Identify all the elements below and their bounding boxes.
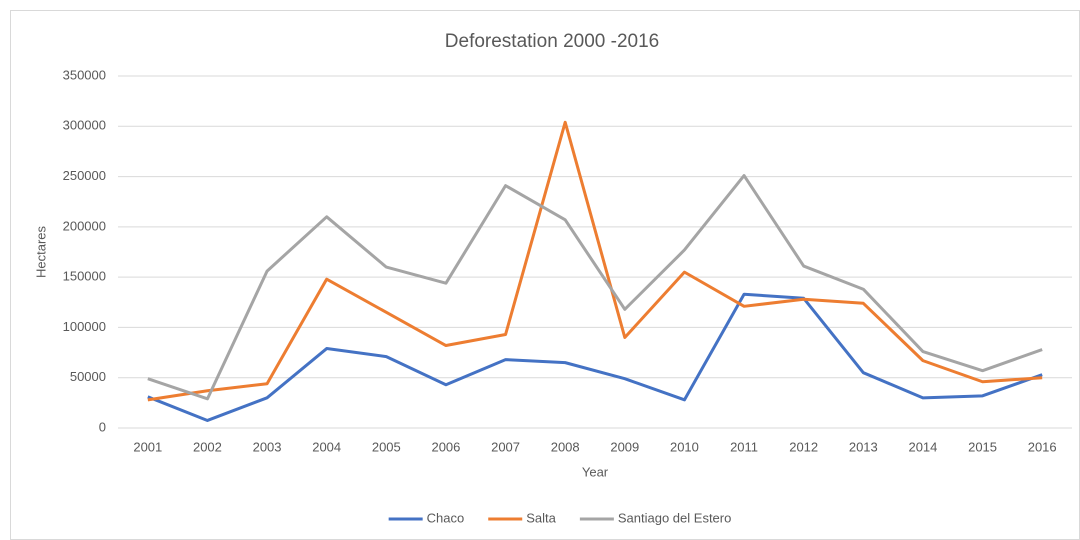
- x-tick-label: 2004: [312, 439, 341, 454]
- y-tick-label: 100000: [63, 319, 106, 334]
- x-tick-label: 2014: [908, 439, 937, 454]
- x-tick-label: 2005: [372, 439, 401, 454]
- y-tick-label: 0: [99, 419, 106, 434]
- y-tick-label: 300000: [63, 118, 106, 133]
- x-tick-label: 2010: [670, 439, 699, 454]
- y-tick-label: 150000: [63, 269, 106, 284]
- series-line: [147, 292, 1043, 422]
- series-line: [147, 120, 1043, 402]
- y-tick-label: 350000: [63, 67, 106, 82]
- y-tick-label: 200000: [63, 218, 106, 233]
- chart-frame: [10, 10, 1080, 540]
- x-tick-label: 2001: [133, 439, 162, 454]
- x-tick-label: 2012: [789, 439, 818, 454]
- x-tick-label: 2003: [253, 439, 282, 454]
- x-tick-label: 2002: [193, 439, 222, 454]
- x-tick-label: 2006: [431, 439, 460, 454]
- x-tick-label: 2009: [610, 439, 639, 454]
- y-tick-label: 250000: [63, 168, 106, 183]
- x-tick-label: 2007: [491, 439, 520, 454]
- x-axis-label: Year: [582, 464, 609, 479]
- x-tick-label: 2016: [1028, 439, 1057, 454]
- x-tick-label: 2015: [968, 439, 997, 454]
- x-tick-label: 2008: [551, 439, 580, 454]
- legend-label: Chaco: [427, 510, 465, 525]
- series-line: [147, 174, 1043, 401]
- x-tick-label: 2013: [849, 439, 878, 454]
- y-tick-label: 50000: [70, 369, 106, 384]
- y-axis-label: Hectares: [33, 225, 48, 278]
- legend-label: Salta: [526, 510, 556, 525]
- chart-title: Deforestation 2000 -2016: [445, 31, 659, 52]
- x-tick-label: 2011: [730, 439, 758, 454]
- legend-label: Santiago del Estero: [618, 510, 731, 525]
